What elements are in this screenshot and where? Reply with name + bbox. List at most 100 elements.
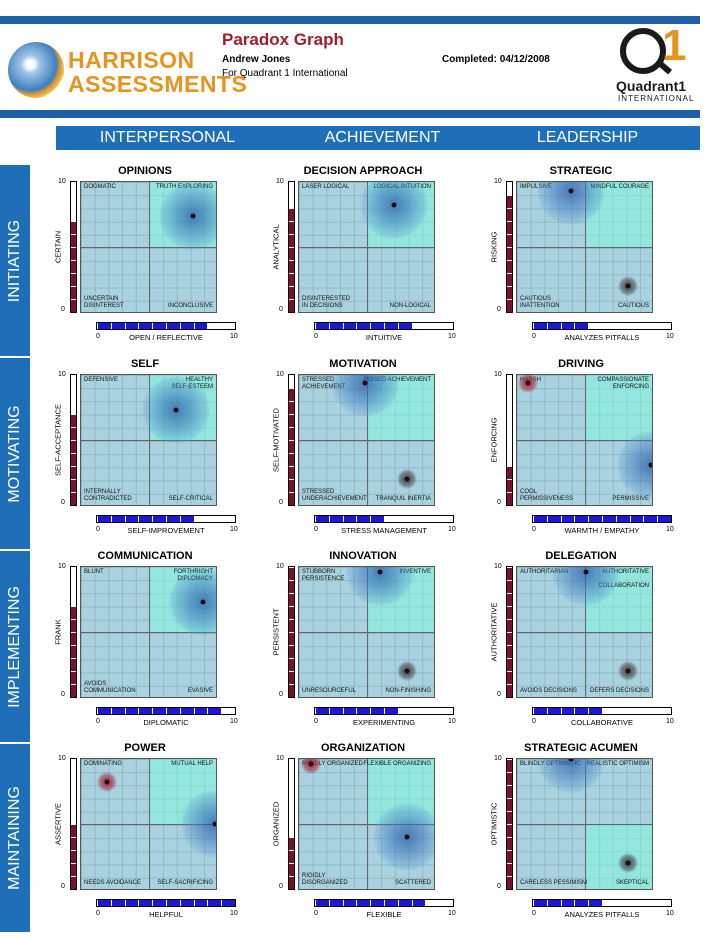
- x-score-segment: [110, 516, 125, 522]
- x-score-segment: [207, 323, 222, 329]
- quadrant-label-bl: UNRESOURCEFUL: [302, 688, 357, 694]
- column-header-achievement: ACHIEVEMENT: [324, 129, 441, 146]
- completed-date: Completed: 04/12/2008: [442, 54, 550, 65]
- y-score-segment: [507, 824, 512, 837]
- quadrant-grid: STRESSED ACHIEVEMENTPOISED ACHIEVEMENTST…: [298, 374, 435, 506]
- quadrant-grid: BLUNTFORTHRIGHT DIPLOMACYAVOIDS COMMUNIC…: [80, 566, 217, 698]
- y-score-segment: [289, 427, 294, 440]
- x-axis-label: INTUITIVE: [365, 333, 403, 342]
- x-score-segment: [643, 323, 658, 329]
- row-header-implementing: IMPLEMENTING: [0, 549, 30, 742]
- x-score-bar: [314, 322, 454, 330]
- y-score-segment: [507, 785, 512, 798]
- y-score-segment: [507, 567, 512, 580]
- y-score-segment: [289, 273, 294, 286]
- quadrant-grid: STUBBORN PERSISTENCE INVENTIVE UNRESOURCEF…: [298, 566, 435, 698]
- row-header-initiating: INITIATING: [0, 163, 30, 356]
- quadrant-grid: AUTHORITARIAN AUTHORITATIVE COLLABORATION…: [516, 566, 653, 698]
- x-score-segment: [574, 708, 589, 714]
- x-score-segment: [207, 708, 222, 714]
- horizontal-divider: [299, 632, 434, 633]
- row-label: MAINTAINING: [6, 786, 23, 890]
- y-score-segment: [71, 567, 76, 580]
- row-label: IMPLEMENTING: [6, 585, 23, 708]
- x-score-segment: [138, 323, 153, 329]
- y-score-segment: [507, 684, 512, 697]
- y-score-segment: [71, 440, 76, 453]
- quadrant-label-tl: AUTHORITARIAN: [520, 569, 569, 575]
- x-scale-max: 10: [448, 333, 456, 340]
- y-score-segment: [289, 850, 294, 863]
- x-axis-label: COLLABORATIVE: [571, 718, 633, 727]
- x-score-segment: [370, 516, 384, 522]
- x-score-segment: [643, 708, 658, 714]
- score-point-halo: [373, 803, 434, 871]
- score-point: [104, 779, 110, 785]
- x-score-segment: [533, 900, 547, 906]
- y-axis-label: SELF-MOTIVATED: [271, 408, 281, 472]
- x-score-segment: [138, 516, 153, 522]
- x-score-segment: [533, 516, 547, 522]
- x-score-segment: [384, 900, 398, 906]
- row-label: MOTIVATING: [6, 404, 23, 503]
- y-score-bar: [506, 374, 513, 506]
- y-score-segment: [71, 863, 76, 876]
- quadrant-label-tl: LASER LOGICAL: [302, 184, 350, 190]
- horizontal-divider: [299, 824, 434, 825]
- y-score-segment: [289, 580, 294, 593]
- x-scale-max: 10: [230, 526, 238, 533]
- y-score-segment: [71, 824, 76, 837]
- x-axis-label: STRESS MANAGEMENT: [341, 526, 427, 535]
- x-scale-max: 10: [230, 910, 238, 917]
- y-scale-max: 10: [58, 178, 66, 185]
- score-point: [404, 476, 410, 482]
- x-score-segment: [397, 708, 412, 714]
- x-axis-label: SELF-IMPROVEMENT: [127, 526, 205, 535]
- x-score-segment: [152, 900, 166, 906]
- x-score-segment: [615, 900, 630, 906]
- quadrant-label-br: NON-LOGICAL: [389, 303, 431, 309]
- x-score-segment: [97, 900, 111, 906]
- x-score-segment: [328, 900, 343, 906]
- y-score-segment: [289, 388, 294, 401]
- x-score-segment: [207, 516, 222, 522]
- y-score-segment: [507, 208, 512, 221]
- y-score-segment: [71, 247, 76, 260]
- score-point: [200, 599, 205, 605]
- panel-title: DRIVING: [558, 358, 604, 370]
- y-scale-max: 10: [494, 563, 502, 570]
- y-score-segment: [507, 837, 512, 850]
- y-scale-max: 10: [494, 755, 502, 762]
- x-score-segment: [602, 516, 616, 522]
- x-scale-max: 10: [230, 333, 238, 340]
- y-score-segment: [71, 195, 76, 208]
- x-score-segment: [560, 516, 575, 522]
- y-score-segment: [289, 876, 294, 889]
- x-score-segment: [138, 900, 153, 906]
- x-score-segment: [110, 708, 125, 714]
- quadrant-label-bl: CARELESS PESSIMISM: [520, 880, 588, 886]
- quadrant-label-br: TRANQUIL INERTIA: [375, 496, 431, 502]
- score-point: [404, 668, 410, 674]
- x-score-bar: [96, 899, 236, 907]
- x-score-segment: [533, 323, 547, 329]
- y-score-segment: [507, 453, 512, 466]
- logo-brand: Quadrant1: [616, 78, 687, 94]
- y-scale-min: 0: [279, 306, 283, 313]
- y-score-segment: [71, 593, 76, 606]
- x-scale-min: 0: [96, 718, 100, 725]
- x-scale-min: 0: [96, 333, 100, 340]
- y-scale-min: 0: [497, 499, 501, 506]
- x-score-segment: [384, 708, 398, 714]
- panel-decision-approach: DECISION APPROACH 10 0 ANALYTICAL LASER LOGI…: [258, 165, 468, 355]
- x-score-segment: [411, 323, 426, 329]
- y-score-segment: [71, 234, 76, 247]
- x-score-segment: [342, 900, 357, 906]
- y-score-segment: [71, 479, 76, 492]
- y-score-segment: [289, 234, 294, 247]
- x-scale-min: 0: [96, 910, 100, 917]
- y-axis-label: RISKING: [489, 231, 499, 263]
- y-score-segment: [71, 632, 76, 645]
- x-score-bar: [532, 707, 672, 715]
- y-axis-label: ANALYTICAL: [271, 224, 281, 270]
